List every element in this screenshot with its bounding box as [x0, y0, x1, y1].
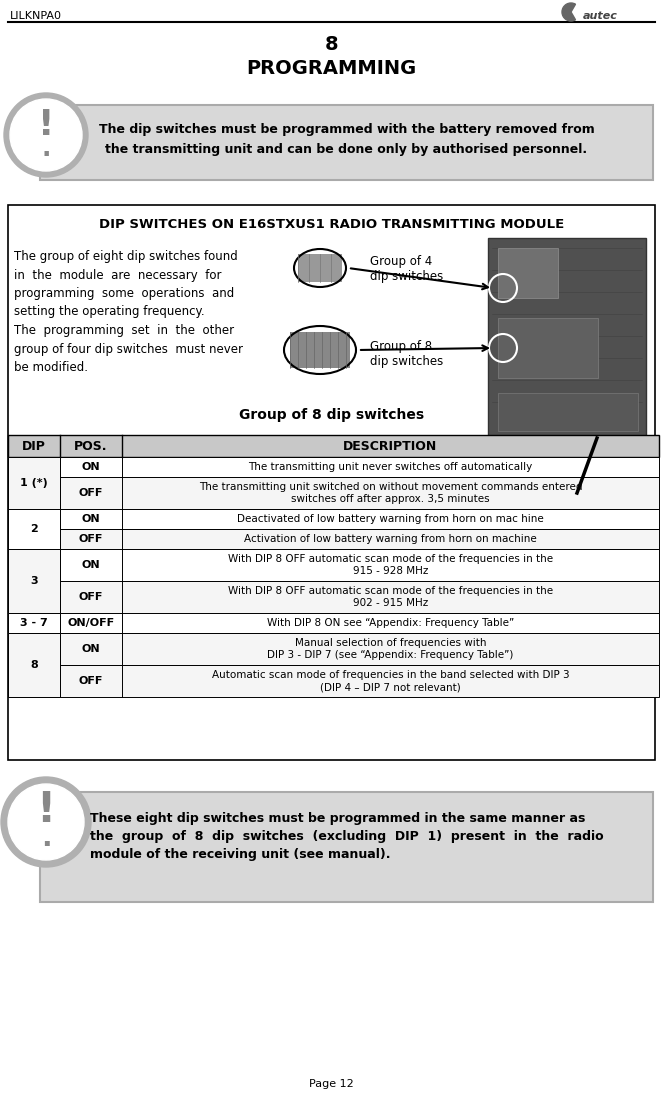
Text: PROGRAMMING: PROGRAMMING: [247, 58, 416, 78]
Text: The group of eight dip switches found
in  the  module  are  necessary  for
progr: The group of eight dip switches found in…: [14, 249, 243, 374]
Text: autec: autec: [583, 11, 618, 21]
Text: Manual selection of frequencies with
DIP 3 - DIP 7 (see “Appendix: Frequency Tab: Manual selection of frequencies with DIP…: [267, 637, 514, 660]
Text: 1 (*): 1 (*): [20, 478, 48, 488]
Circle shape: [4, 93, 88, 177]
Text: 8: 8: [325, 35, 338, 55]
Bar: [8, 509, 60, 550]
Text: OFF: OFF: [79, 592, 103, 602]
Text: With DIP 8 OFF automatic scan mode of the frequencies in the
902 - 915 MHz: With DIP 8 OFF automatic scan mode of th…: [228, 586, 553, 609]
Text: ON: ON: [82, 462, 100, 471]
Bar: [8, 581, 659, 613]
Bar: [8, 633, 60, 697]
Bar: [290, 332, 350, 368]
Text: These eight dip switches must be programmed in the same manner as: These eight dip switches must be program…: [90, 812, 585, 825]
Text: OFF: OFF: [79, 488, 103, 498]
Text: The transmitting unit never switches off automatically: The transmitting unit never switches off…: [249, 462, 532, 471]
Text: Page 12: Page 12: [309, 1079, 354, 1089]
Text: With DIP 8 OFF automatic scan mode of the frequencies in the
915 - 928 MHz: With DIP 8 OFF automatic scan mode of th…: [228, 554, 553, 576]
Bar: [8, 613, 60, 633]
Text: 3 - 7: 3 - 7: [20, 618, 48, 628]
Text: Group of 4
dip switches: Group of 4 dip switches: [370, 255, 444, 284]
Text: the  group  of  8  dip  switches  (excluding  DIP  1)  present  in  the  radio: the group of 8 dip switches (excluding D…: [90, 830, 603, 843]
Bar: [498, 248, 558, 298]
Text: ON: ON: [82, 560, 100, 570]
Text: The dip switches must be programmed with the battery removed from: The dip switches must be programmed with…: [99, 123, 594, 136]
Text: POS.: POS.: [74, 440, 108, 453]
Text: DIP SWITCHES ON E16STXUS1 RADIO TRANSMITTING MODULE: DIP SWITCHES ON E16STXUS1 RADIO TRANSMIT…: [99, 219, 564, 232]
Bar: [8, 206, 655, 761]
Text: 3: 3: [30, 576, 38, 586]
Bar: [8, 550, 659, 581]
Text: ON: ON: [82, 644, 100, 654]
Text: 2: 2: [30, 524, 38, 534]
Text: ON: ON: [82, 514, 100, 524]
Circle shape: [1, 777, 91, 867]
Text: LILKNPA0: LILKNPA0: [10, 11, 62, 21]
Text: !: !: [38, 108, 54, 142]
Bar: [8, 477, 659, 509]
Text: Activation of low battery warning from horn on machine: Activation of low battery warning from h…: [244, 534, 537, 544]
Bar: [498, 318, 598, 378]
Text: DESCRIPTION: DESCRIPTION: [343, 440, 438, 453]
Circle shape: [8, 784, 84, 861]
Text: Group of 8 dip switches: Group of 8 dip switches: [239, 408, 424, 422]
Bar: [298, 254, 342, 282]
Text: the transmitting unit and can be done only by authorised personnel.: the transmitting unit and can be done on…: [105, 144, 587, 156]
Bar: [40, 106, 653, 180]
Text: Group of 8
dip switches: Group of 8 dip switches: [370, 340, 444, 368]
Bar: [498, 393, 638, 431]
Text: Automatic scan mode of frequencies in the band selected with DIP 3
(DIP 4 – DIP : Automatic scan mode of frequencies in th…: [211, 669, 570, 692]
Bar: [8, 509, 659, 529]
Text: With DIP 8 ON see “Appendix: Frequency Table”: With DIP 8 ON see “Appendix: Frequency T…: [267, 618, 514, 628]
Text: ON/OFF: ON/OFF: [68, 618, 115, 628]
Bar: [8, 613, 659, 633]
Bar: [40, 792, 653, 902]
Circle shape: [10, 99, 82, 171]
Text: .: .: [40, 824, 51, 852]
Bar: [8, 457, 60, 509]
Text: .: .: [41, 137, 50, 160]
Text: !: !: [36, 789, 56, 831]
Text: Deactivated of low battery warning from horn on mac hine: Deactivated of low battery warning from …: [237, 514, 544, 524]
Bar: [8, 633, 659, 665]
Bar: [8, 457, 659, 477]
Text: OFF: OFF: [79, 534, 103, 544]
Bar: [8, 550, 60, 613]
Bar: [8, 665, 659, 697]
Text: DIP: DIP: [22, 440, 46, 453]
Bar: [488, 238, 646, 439]
Bar: [8, 435, 659, 457]
Bar: [8, 529, 659, 550]
Text: 8: 8: [30, 660, 38, 670]
Text: OFF: OFF: [79, 676, 103, 686]
Text: The transmitting unit switched on without movement commands entered
switches off: The transmitting unit switched on withou…: [199, 481, 582, 504]
Text: module of the receiving unit (see manual).: module of the receiving unit (see manual…: [90, 848, 391, 861]
Wedge shape: [562, 3, 575, 21]
